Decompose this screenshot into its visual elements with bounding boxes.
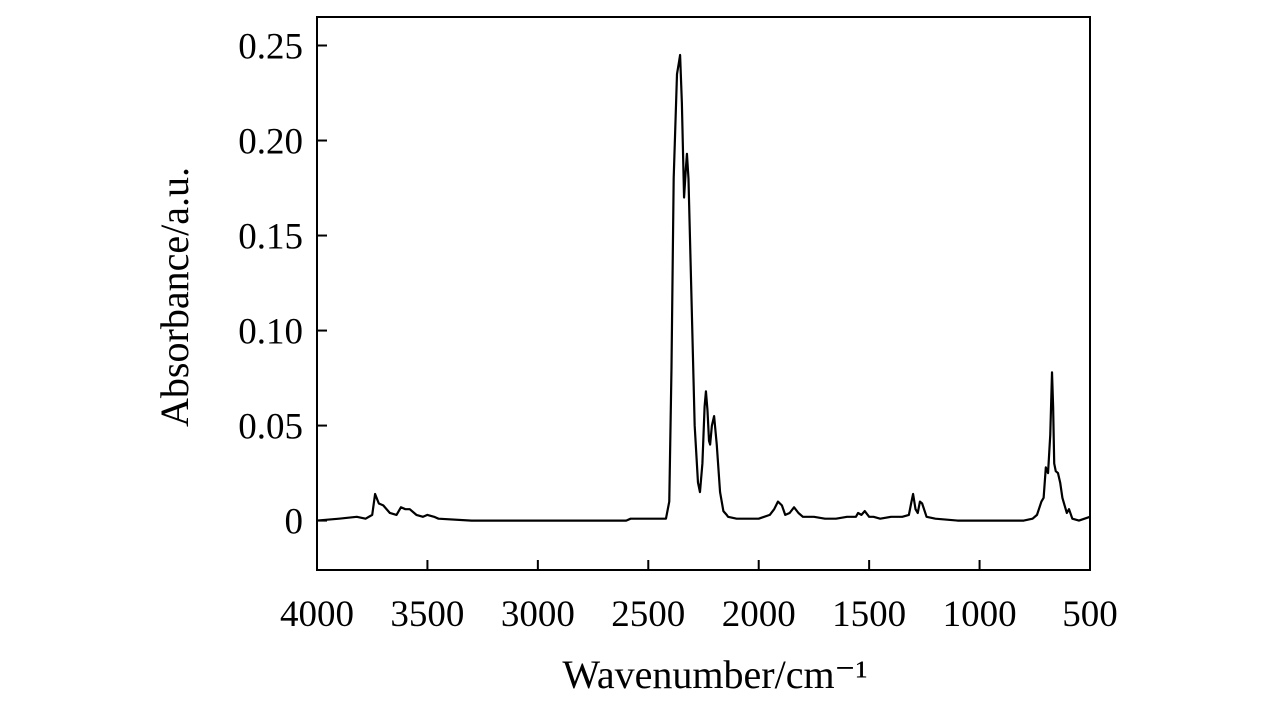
x-tick-label: 3000 <box>501 594 575 635</box>
x-tick-label: 2500 <box>611 594 685 635</box>
y-tick-label: 0.10 <box>238 312 303 353</box>
y-tick-label: 0.20 <box>238 122 303 163</box>
y-axis-label: Absorbance/a.u. <box>152 167 197 427</box>
x-axis-label: Wavenumber/cm⁻¹ <box>562 652 867 697</box>
x-tick-label: 2000 <box>722 594 796 635</box>
x-tick-label: 500 <box>1062 594 1118 635</box>
y-tick-label: 0.25 <box>238 27 303 68</box>
x-tick-label: 1500 <box>832 594 906 635</box>
x-tick-label: 1000 <box>943 594 1017 635</box>
y-tick-label: 0.15 <box>238 217 303 258</box>
y-tick-label: 0.05 <box>238 407 303 448</box>
plot-frame <box>316 16 1091 571</box>
x-tick-label: 3500 <box>390 594 464 635</box>
x-tick-label: 4000 <box>280 594 354 635</box>
y-tick-label: 0 <box>285 502 304 543</box>
spectrum-line <box>316 53 1091 522</box>
